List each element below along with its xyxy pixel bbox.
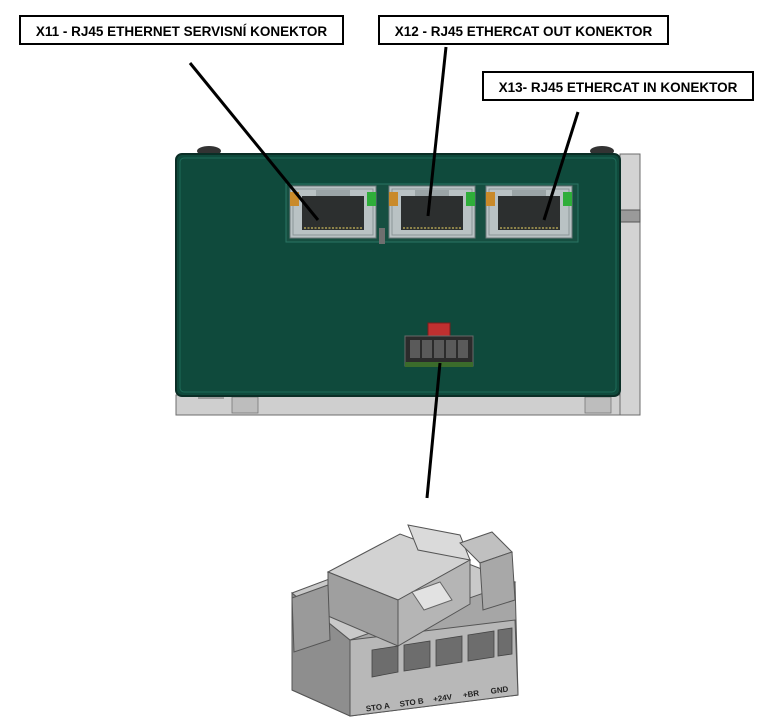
leader-line-x12 (426, 46, 448, 217)
leader-lines (188, 46, 580, 499)
callout-x12-ethercat-out: X12 - RJ45 ETHERCAT OUT KONEKTOR (378, 15, 669, 45)
rj45-port-x12 (388, 185, 476, 239)
rj45-port-x13 (485, 185, 573, 239)
leader-line-connector (425, 362, 442, 499)
plug-connector-detail (291, 524, 519, 717)
pin-label-sto-a: STO A (365, 701, 390, 713)
pin-label-sto-b: STO B (399, 696, 425, 708)
port-divider-post (379, 228, 385, 244)
leader-line-x13 (542, 111, 580, 221)
pin-label-gnd: GND (490, 684, 509, 695)
leader-line-x11 (188, 62, 320, 221)
chassis-frame (175, 153, 641, 416)
callout-x13-ethercat-in: X13- RJ45 ETHERCAT IN KONEKTOR (482, 71, 754, 101)
pin-label-br: +BR (462, 689, 480, 700)
pin-label-24v: +24V (433, 692, 454, 704)
callout-x11-ethernet-service: X11 - RJ45 ETHERNET SERVISNÍ KONEKTOR (19, 15, 344, 45)
rj45-port-x11 (289, 185, 377, 239)
plug-pin-labels: STO A STO B +24V +BR GND (365, 684, 509, 713)
